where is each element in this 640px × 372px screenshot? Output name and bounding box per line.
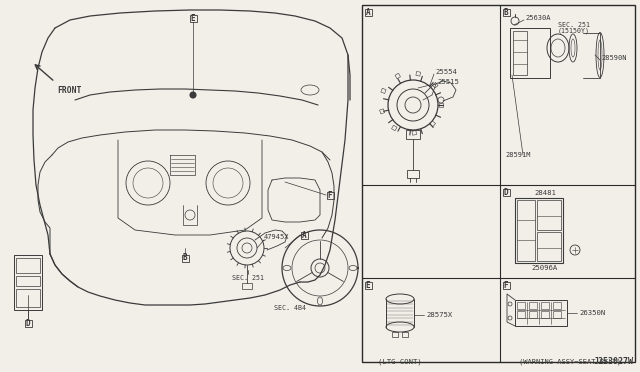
Text: 26350N: 26350N [579,310,605,316]
Text: 25515: 25515 [437,79,459,85]
Text: 28575X: 28575X [426,312,452,318]
Text: SEC. 4B4: SEC. 4B4 [274,305,306,311]
Text: D: D [26,318,30,327]
Bar [16,258,40,273]
Text: 25554: 25554 [435,69,457,75]
Bar [515,300,567,326]
Bar [553,311,561,318]
Text: FRONT: FRONT [57,86,81,95]
Circle shape [190,92,196,98]
Bar [16,289,40,307]
Bar [395,73,401,79]
Text: (15150Y): (15150Y) [558,28,590,34]
Text: E: E [191,13,195,22]
Text: E: E [365,280,371,289]
Bar [502,9,509,16]
Text: (LTG CONT): (LTG CONT) [378,359,422,365]
Text: 47945X: 47945X [264,234,289,240]
Bar [365,9,371,16]
Text: D: D [504,187,508,196]
Bar [381,88,386,93]
Bar [541,311,549,318]
Bar [502,189,509,196]
Bar [510,28,550,78]
Bar [407,170,419,178]
Bar [24,320,31,327]
Text: F: F [504,280,508,289]
Bar [515,198,563,263]
Bar [189,15,196,22]
Text: 28481: 28481 [534,190,556,196]
Text: A: A [365,7,371,16]
Bar [502,282,509,289]
Text: SEC. 251: SEC. 251 [232,275,264,281]
Text: B: B [504,7,508,16]
Text: 28591M: 28591M [505,152,531,158]
Bar [517,302,525,309]
Bar [541,302,549,309]
Bar [402,332,408,337]
Text: A: A [301,231,307,240]
Bar [416,71,420,76]
Text: (WARNING ASSY=SEAT BELT): (WARNING ASSY=SEAT BELT) [519,359,621,365]
Bar [301,231,307,238]
Bar [412,131,417,135]
Bar [406,130,420,139]
Bar [362,5,635,362]
Text: 25096A: 25096A [532,265,558,271]
Bar [529,302,537,309]
Bar [433,83,438,88]
Text: 25630A: 25630A [525,15,550,21]
Bar [537,200,561,230]
Bar [439,103,443,107]
Bar [16,276,40,286]
Bar [517,311,525,318]
Text: J253027W: J253027W [593,357,633,366]
Bar [392,125,397,131]
Text: B: B [182,253,188,263]
Bar [326,192,333,199]
Bar [242,283,252,289]
Bar [380,109,385,114]
Bar [182,254,189,262]
Bar [392,332,398,337]
Bar [430,121,435,126]
Bar [14,255,42,310]
Bar [529,311,537,318]
Text: SEC. 251: SEC. 251 [558,22,590,28]
Bar [553,302,561,309]
Bar [537,232,561,261]
Bar [513,31,527,75]
Bar [517,200,535,261]
Text: F: F [328,190,332,199]
Text: 28590N: 28590N [601,55,627,61]
Bar [365,282,371,289]
